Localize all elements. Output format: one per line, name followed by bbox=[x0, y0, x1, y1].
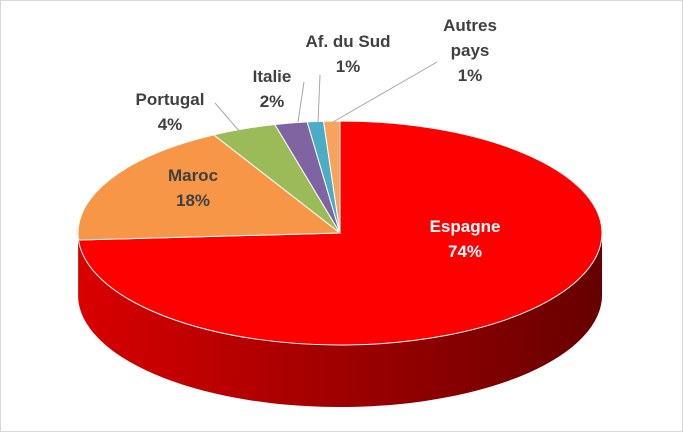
category-label: Espagne bbox=[429, 217, 501, 236]
category-label: Italie bbox=[252, 67, 292, 86]
slice-label: Maroc 18% bbox=[143, 163, 243, 213]
value-label: 2% bbox=[259, 92, 285, 111]
leader-line bbox=[214, 102, 241, 133]
category-label: Autres pays bbox=[443, 16, 497, 60]
value-label: 74% bbox=[447, 242, 483, 261]
slice-label: Autres pays 1% bbox=[435, 13, 505, 88]
value-label: 4% bbox=[157, 115, 183, 134]
side-shade bbox=[78, 233, 79, 303]
category-label: Af. du Sud bbox=[305, 32, 391, 51]
value-label: 18% bbox=[175, 191, 211, 210]
value-label: 1% bbox=[457, 66, 483, 85]
category-label: Portugal bbox=[135, 90, 205, 109]
slice bbox=[322, 120, 341, 234]
slice-label: Af. du Sud 1% bbox=[298, 29, 398, 79]
slice-label: Espagne 74% bbox=[405, 214, 525, 264]
side-shade bbox=[78, 233, 603, 407]
leader-line bbox=[297, 81, 305, 123]
slice-label: Portugal 4% bbox=[120, 87, 220, 137]
leader-line bbox=[317, 74, 321, 124]
category-label: Maroc bbox=[167, 166, 219, 185]
leader-line bbox=[332, 61, 438, 123]
slice bbox=[77, 134, 342, 241]
value-label: 1% bbox=[335, 57, 361, 76]
slice-label: Italie 2% bbox=[237, 64, 307, 114]
